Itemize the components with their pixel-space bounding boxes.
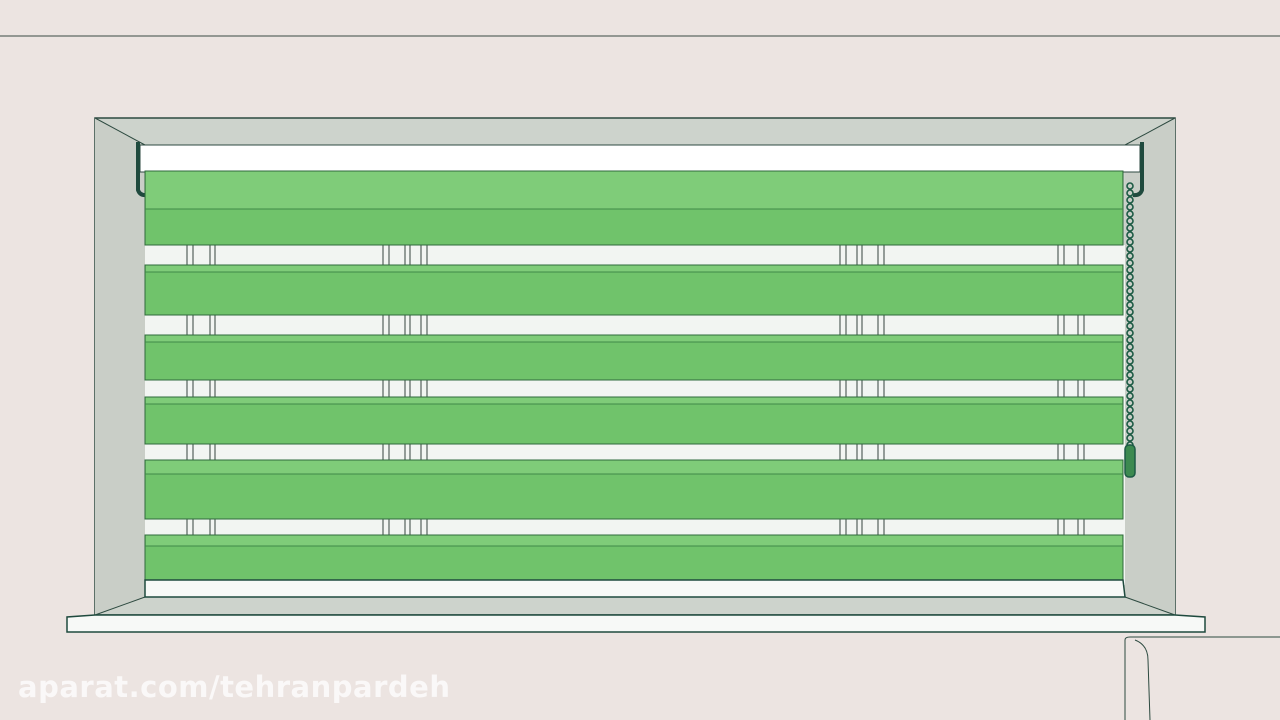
slat	[144, 264, 1124, 316]
chain-bead	[1126, 245, 1134, 253]
headrail	[139, 144, 1141, 173]
chain-bead	[1126, 182, 1134, 190]
chain-bead	[1126, 294, 1134, 302]
slat-highlight	[146, 335, 1122, 343]
chain-bead	[1126, 196, 1134, 204]
slat-highlight	[146, 171, 1122, 210]
chain-bead	[1126, 252, 1134, 260]
chain-bead	[1126, 259, 1134, 267]
chain-weight	[1124, 444, 1136, 478]
chain-bead	[1126, 217, 1134, 225]
watermark: aparat.com/tehranpardeh	[18, 670, 451, 704]
slat-highlight	[146, 460, 1122, 475]
chain-bead	[1126, 231, 1134, 239]
chain-bead	[1126, 357, 1134, 365]
chain-bead	[1126, 315, 1134, 323]
right-bracket	[1132, 142, 1144, 198]
chain-bead	[1126, 385, 1134, 393]
slat	[144, 396, 1124, 445]
frame-left-side	[95, 118, 145, 615]
bottom-rail	[144, 579, 1126, 598]
chain-bead	[1126, 364, 1134, 372]
slat-highlight	[146, 397, 1122, 405]
furniture-curve	[1134, 639, 1151, 720]
slat-highlight	[146, 265, 1122, 273]
chain-bead	[1126, 322, 1134, 330]
chain-bead	[1126, 427, 1134, 435]
chain-bead	[1126, 203, 1134, 211]
chain-bead	[1126, 399, 1134, 407]
chain-bead	[1126, 420, 1134, 428]
chain-bead	[1126, 266, 1134, 274]
chain-bead	[1126, 371, 1134, 379]
chain-bead	[1126, 343, 1134, 351]
chain-bead	[1126, 238, 1134, 246]
slat-highlight	[146, 535, 1122, 547]
frame-right-side	[1125, 118, 1175, 615]
chain-bead	[1126, 287, 1134, 295]
pull-chain[interactable]	[1124, 182, 1136, 478]
chain-bead	[1126, 301, 1134, 309]
chain-bead	[1126, 434, 1134, 442]
chain-bead	[1126, 378, 1134, 386]
furniture-edge	[1124, 636, 1280, 720]
chain-bead	[1126, 329, 1134, 337]
chain-bead	[1126, 224, 1134, 232]
chain-bead	[1126, 350, 1134, 358]
chain-bead	[1126, 210, 1134, 218]
chain-bead	[1126, 336, 1134, 344]
chain-bead	[1126, 406, 1134, 414]
chain-bead	[1126, 308, 1134, 316]
chain-bead	[1126, 392, 1134, 400]
blind-slats	[144, 170, 1124, 581]
chain-bead	[1126, 413, 1134, 421]
chain-bead	[1126, 273, 1134, 281]
chain-bead	[1126, 280, 1134, 288]
window-sill	[66, 614, 1206, 633]
chain-bead	[1126, 189, 1134, 197]
